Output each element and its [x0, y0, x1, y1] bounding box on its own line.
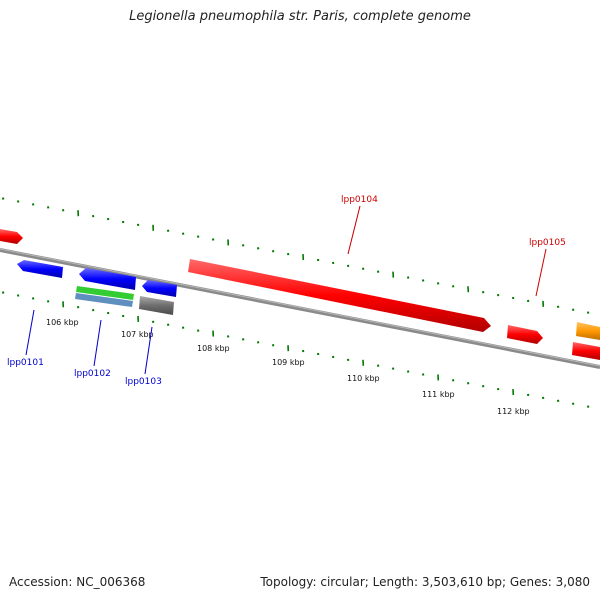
gene-blue-lpp0102-upper[interactable] — [79, 268, 136, 290]
upper-tick-row — [2, 197, 590, 314]
map-title: Legionella pneumophila str. Paris, compl… — [129, 9, 471, 24]
scale-label-111: 111 kbp — [422, 390, 455, 399]
lower-tick-row — [2, 291, 590, 408]
scale-label-108: 108 kbp — [197, 344, 230, 353]
genome-backbone-highlight — [0, 248, 600, 367]
leader-lpp0102 — [93, 319, 102, 367]
gene-orange-right-edge[interactable] — [576, 322, 600, 340]
scale-label-112: 112 kbp — [497, 407, 530, 416]
label-lpp0105[interactable]: lpp0105 — [529, 238, 566, 248]
leader-lpp0101 — [25, 309, 35, 356]
gene-lpp0101[interactable] — [17, 260, 63, 278]
scale-label-110: 110 kbp — [347, 374, 380, 383]
leader-lpp0103 — [144, 326, 153, 375]
label-lpp0103[interactable]: lpp0103 — [125, 377, 162, 387]
scale-label-106: 106 kbp — [46, 318, 79, 327]
label-lpp0102[interactable]: lpp0102 — [74, 369, 111, 379]
scale-label-109: 109 kbp — [272, 358, 305, 367]
gene-red-left-edge[interactable] — [0, 229, 23, 244]
label-lpp0101[interactable]: lpp0101 — [7, 358, 44, 368]
topology-text: Topology: circular; Length: 3,503,610 bp… — [260, 575, 590, 589]
gene-lpp0104[interactable] — [188, 259, 491, 332]
leader-lpp0105 — [535, 248, 547, 297]
genome-backbone — [0, 248, 600, 369]
gene-lpp0103[interactable] — [142, 280, 177, 297]
gene-steelblue-lpp0102[interactable] — [75, 293, 133, 307]
gene-red-right-lower[interactable] — [572, 342, 600, 360]
leader-lpp0104 — [347, 205, 361, 255]
gene-green-lpp0102[interactable] — [76, 286, 134, 300]
accession-text: Accession: NC_006368 — [9, 575, 146, 589]
gene-gray-lpp0103[interactable] — [139, 296, 174, 315]
gene-lpp0105[interactable] — [507, 325, 543, 344]
label-lpp0104[interactable]: lpp0104 — [341, 195, 378, 205]
scale-label-107: 107 kbp — [121, 330, 154, 339]
